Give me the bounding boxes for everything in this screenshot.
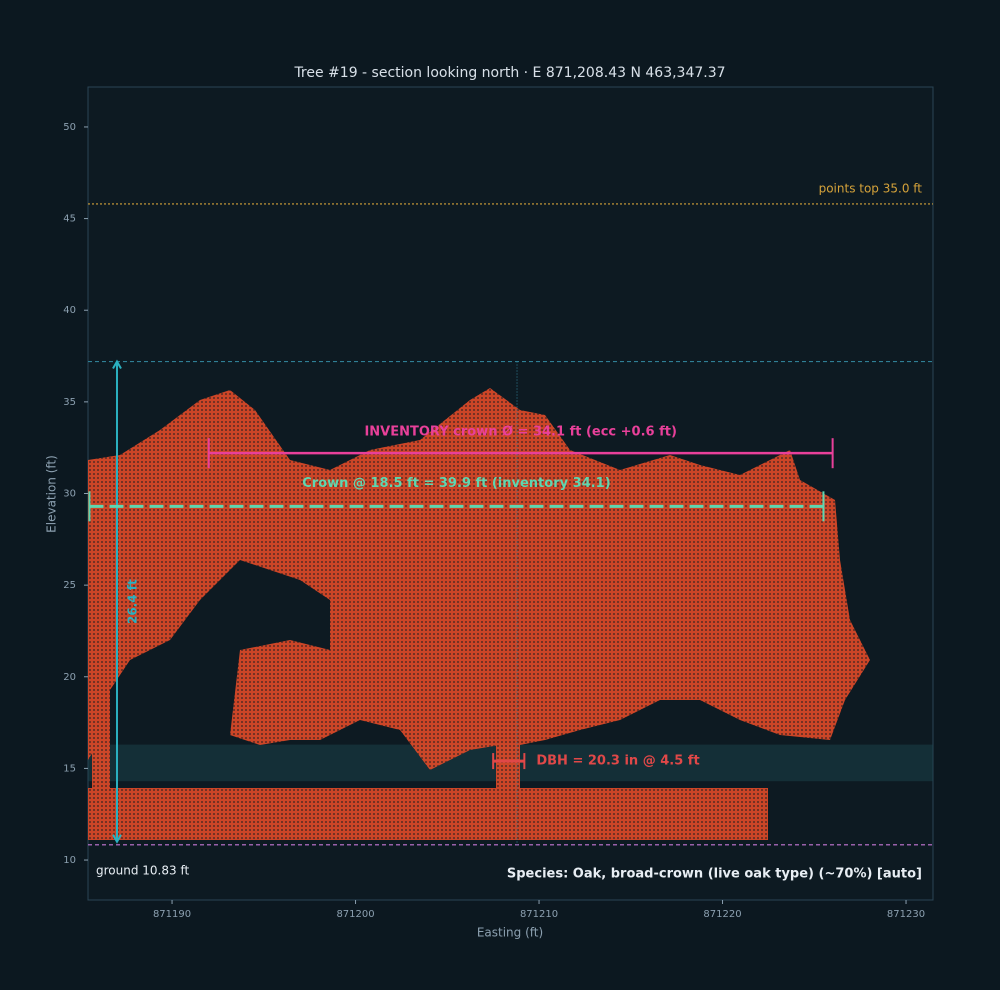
ground-points xyxy=(88,788,768,840)
y-tick-label: 45 xyxy=(63,214,76,225)
inventory-label: INVENTORY crown Ø = 34.1 ft (ecc +0.6 ft… xyxy=(364,425,676,440)
overlay-layer: ground 10.83 ft points top 35.0 ft 26.4 ft… xyxy=(88,181,933,877)
points-top-label: points top 35.0 ft xyxy=(819,181,923,195)
x-axis-label: Easting (ft) xyxy=(477,926,543,940)
y-tick-label: 40 xyxy=(63,305,76,316)
species-label: Species: Oak, broad-crown (live oak type… xyxy=(507,867,922,882)
crown-label: Crown @ 18.5 ft = 39.9 ft (inventory 34.… xyxy=(302,476,610,491)
y-tick-label: 20 xyxy=(63,672,76,683)
y-tick-label: 30 xyxy=(63,489,76,500)
canopy xyxy=(88,388,870,770)
y-tick-label: 50 xyxy=(63,122,76,133)
y-tick-label: 10 xyxy=(63,855,76,866)
height-label: 26.4 ft xyxy=(125,579,139,624)
y-tick-label: 15 xyxy=(63,763,76,774)
x-tick-label: 871230 xyxy=(887,909,925,920)
y-tick-label: 35 xyxy=(63,397,76,408)
arrow-head xyxy=(112,834,122,844)
x-tick-label: 871220 xyxy=(703,909,741,920)
x-tick-label: 871200 xyxy=(336,909,374,920)
y-tick-label: 25 xyxy=(63,580,76,591)
y-axis-label: Elevation (ft) xyxy=(45,455,59,533)
ground-label: ground 10.83 ft xyxy=(96,863,189,877)
x-tick-label: 871190 xyxy=(153,909,191,920)
point-cloud xyxy=(88,388,870,840)
x-tick-label: 871210 xyxy=(520,909,558,920)
dbh-label: DBH = 20.3 in @ 4.5 ft xyxy=(536,754,699,769)
chart-title: Tree #19 - section looking north · E 871… xyxy=(293,65,725,81)
arrow-head xyxy=(112,359,122,370)
